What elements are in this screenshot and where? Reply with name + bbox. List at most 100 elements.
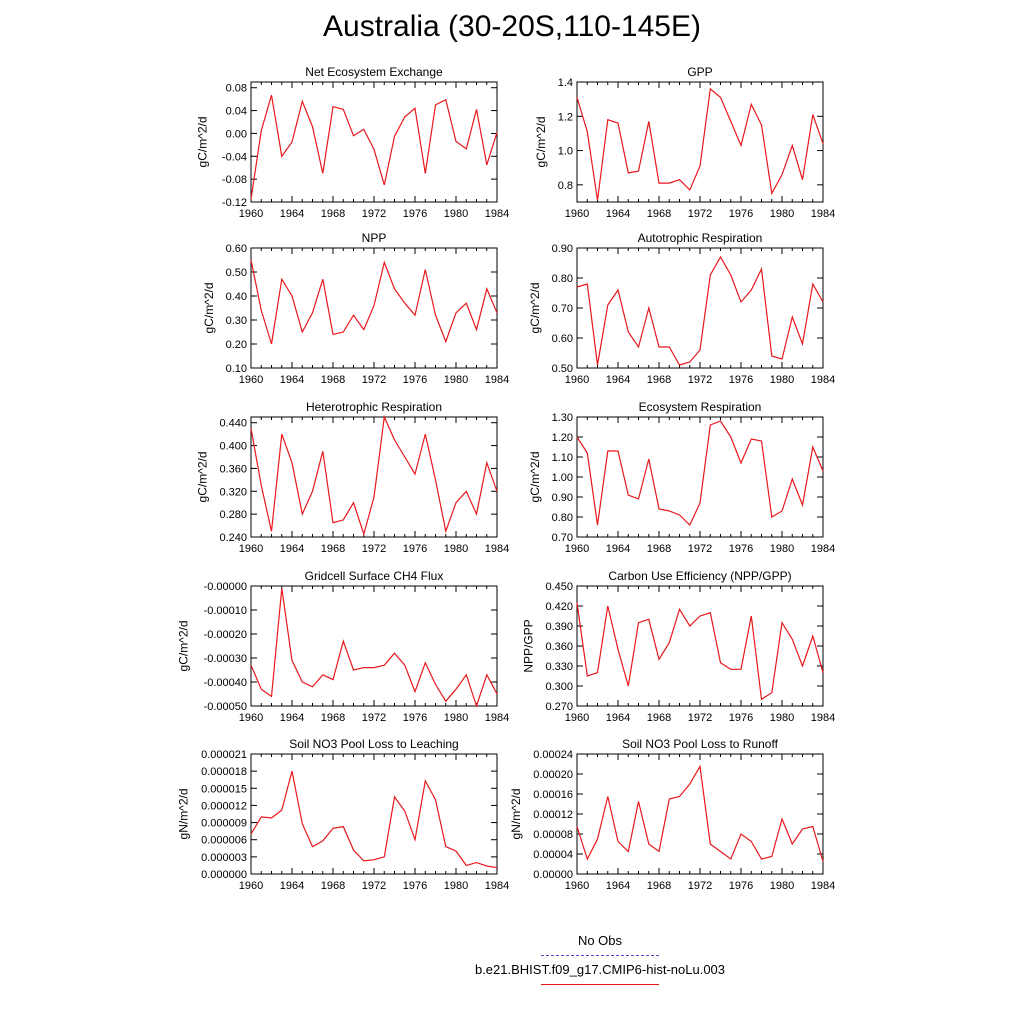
panel-7-ytick-label: 0.300 [545, 681, 573, 693]
panel-5-ytick-label: 1.30 [552, 412, 573, 424]
panel-8-ytick-label: 0.000003 [201, 852, 247, 864]
panel-4-ytick-label: 0.280 [219, 509, 247, 521]
panel-3-ytick-label: 0.60 [552, 333, 573, 345]
panel-3-ytick-label: 0.70 [552, 303, 573, 315]
panel-6-title: Gridcell Surface CH4 Flux [305, 569, 444, 583]
panel-9-ytick-label: 0.00024 [533, 749, 573, 761]
panel-3-ytick-label: 0.80 [552, 273, 573, 285]
panel-2-xtick-label: 1972 [362, 374, 386, 386]
panel-6-ytick-label: -0.00020 [204, 629, 247, 641]
panel-7-xtick-label: 1972 [688, 712, 712, 724]
panel-4-xtick-label: 1968 [321, 543, 345, 555]
panel-9-xtick-label: 1972 [688, 880, 712, 892]
panel-4-ytick-label: 0.320 [219, 486, 247, 498]
panel-9-ylabel: gN/m^2/d [509, 789, 523, 840]
panel-7-ytick-label: 0.420 [545, 601, 573, 613]
panel-7-xtick-label: 1968 [647, 712, 671, 724]
panel-5-ytick-label: 1.20 [552, 432, 573, 444]
panel-6-ytick-label: -0.00040 [204, 677, 247, 689]
panel-5-ytick-label: 1.10 [552, 452, 573, 464]
panel-1-ytick-label: 1.2 [558, 111, 573, 123]
panel-4-xtick-label: 1984 [485, 543, 509, 555]
panel-8-ytick-label: 0.000015 [201, 783, 247, 795]
panel-7-series-line [576, 602, 824, 701]
panel-6-ytick-label: -0.00030 [204, 653, 247, 665]
panel-1-xtick-label: 1980 [770, 208, 794, 220]
panel-6-ytick-label: -0.00010 [204, 605, 247, 617]
panel-5-ytick-label: 1.00 [552, 472, 573, 484]
panel-7-ytick-label: 0.390 [545, 621, 573, 633]
legend-model-line [541, 984, 659, 985]
panel-4-xtick-label: 1972 [362, 543, 386, 555]
panel-1-series-line [576, 87, 824, 201]
panel-9-xtick-label: 1980 [770, 880, 794, 892]
panel-2-ytick-label: 0.10 [226, 363, 247, 375]
panel-0-ytick-label: -0.12 [222, 197, 247, 209]
panel-5-xtick-label: 1960 [565, 543, 589, 555]
panel-1-xtick-label: 1984 [811, 208, 835, 220]
panel-8-xtick-label: 1964 [280, 880, 304, 892]
panel-4-ylabel: gC/m^2/d [196, 452, 210, 503]
panel-1-ytick-label: 0.8 [558, 180, 573, 192]
legend-obs-label: No Obs [577, 933, 623, 948]
panel-8-series-line [250, 770, 498, 869]
panel-7-ytick-label: 0.270 [545, 701, 573, 713]
panel-1-ytick-label: 1.0 [558, 146, 573, 158]
panel-0-xtick-label: 1976 [403, 208, 427, 220]
panel-3-series-line [576, 255, 824, 366]
panel-2-ytick-label: 0.50 [226, 267, 247, 279]
panel-9-xtick-label: 1984 [811, 880, 835, 892]
panel-5-frame [576, 416, 824, 538]
panel-9-ytick-label: 0.00016 [533, 789, 573, 801]
panel-2-ytick-label: 0.60 [226, 243, 247, 255]
panel-4-xtick-label: 1964 [280, 543, 304, 555]
panel-7-xtick-label: 1964 [606, 712, 630, 724]
panel-6-xtick-label: 1980 [444, 712, 468, 724]
panel-0-ylabel: gC/m^2/d [196, 117, 210, 168]
panel-9-xtick-label: 1968 [647, 880, 671, 892]
panel-2-xtick-label: 1980 [444, 374, 468, 386]
panel-3-title: Autotrophic Respiration [638, 231, 763, 245]
panel-5-xtick-label: 1980 [770, 543, 794, 555]
panel-8-ytick-label: 0.000012 [201, 800, 247, 812]
panel-0-xtick-label: 1964 [280, 208, 304, 220]
panel-7-frame [576, 585, 824, 707]
panel-5-ytick-label: 0.80 [552, 512, 573, 524]
panel-0-xtick-label: 1980 [444, 208, 468, 220]
panel-6-xtick-label: 1984 [485, 712, 509, 724]
panel-5-title: Ecosystem Respiration [639, 400, 762, 414]
panel-6-xtick-label: 1968 [321, 712, 345, 724]
panel-5-xtick-label: 1964 [606, 543, 630, 555]
panel-1-xtick-label: 1960 [565, 208, 589, 220]
panel-5-xtick-label: 1984 [811, 543, 835, 555]
panel-4-ytick-label: 0.400 [219, 441, 247, 453]
panel-2-frame [250, 247, 498, 369]
panel-9-frame [576, 753, 824, 875]
panel-4-ytick-label: 0.360 [219, 463, 247, 475]
panel-5-ylabel: gC/m^2/d [528, 452, 542, 503]
panel-2-ytick-label: 0.40 [226, 291, 247, 303]
panel-0-ytick-label: 0.08 [226, 83, 247, 95]
panel-7-ytick-label: 0.360 [545, 641, 573, 653]
panel-3-xtick-label: 1984 [811, 374, 835, 386]
panel-7-xtick-label: 1976 [729, 712, 753, 724]
panel-0-series-line [250, 94, 498, 200]
panel-6-xtick-label: 1964 [280, 712, 304, 724]
panel-0-ytick-label: 0.00 [226, 128, 247, 140]
panel-1-ytick-label: 1.4 [558, 77, 573, 89]
panel-9-title: Soil NO3 Pool Loss to Runoff [622, 737, 779, 751]
legend-obs-line [541, 955, 659, 956]
panel-7-ytick-label: 0.330 [545, 661, 573, 673]
panel-0-xtick-label: 1960 [239, 208, 263, 220]
legend-model-label: b.e21.BHIST.f09_g17.CMIP6-hist-noLu.003 [474, 962, 726, 977]
panel-7-ytick-label: 0.450 [545, 581, 573, 593]
panel-8-ylabel: gN/m^2/d [177, 789, 191, 840]
panel-1-xtick-label: 1968 [647, 208, 671, 220]
panel-7-xtick-label: 1960 [565, 712, 589, 724]
panel-4-xtick-label: 1960 [239, 543, 263, 555]
panel-6-series-line [250, 588, 498, 708]
panel-2-ylabel: gC/m^2/d [202, 283, 216, 334]
panel-8-ytick-label: 0.000021 [201, 749, 247, 761]
panel-1-frame [576, 81, 824, 203]
